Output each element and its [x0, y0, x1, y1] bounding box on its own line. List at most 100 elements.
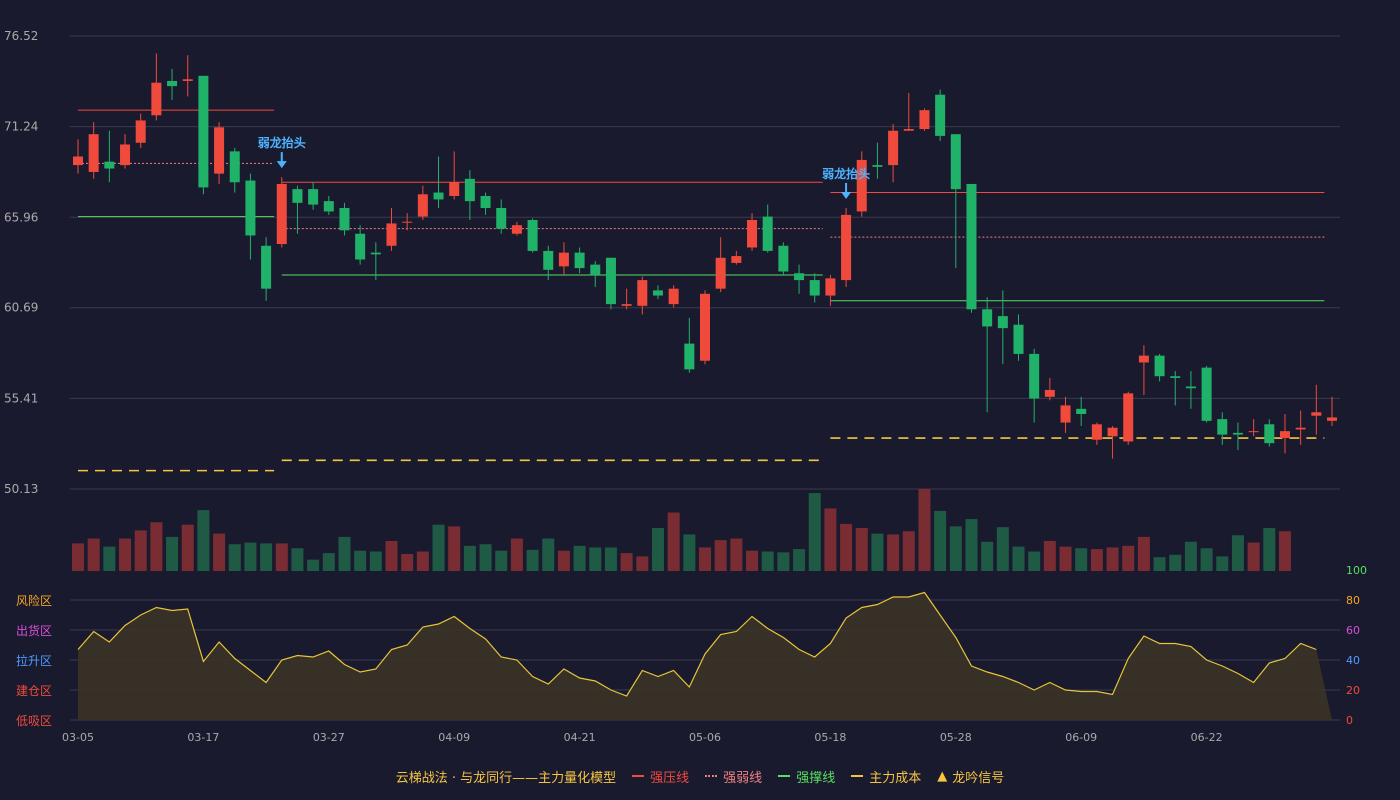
candle-body	[935, 94, 946, 136]
candle-body	[794, 273, 805, 281]
level-layer	[78, 109, 1325, 472]
volume-bar	[448, 526, 461, 571]
volume-bar	[479, 544, 492, 571]
candle-body	[480, 195, 491, 208]
oscillator-tick-label: 80	[1346, 594, 1360, 607]
legend-item-support[interactable]: 强撑线	[778, 767, 835, 786]
volume-bar	[683, 534, 696, 571]
date-tick-label: 04-21	[564, 731, 596, 744]
volume-bar	[636, 556, 649, 571]
volume-bar	[965, 519, 978, 571]
price-tick-label: 55.41	[4, 391, 38, 405]
volume-bar	[793, 549, 806, 571]
candle-body	[856, 159, 867, 212]
candle-body	[888, 130, 899, 166]
candle-body	[1295, 427, 1306, 430]
legend-label-support: 强撑线	[796, 770, 836, 786]
candle-body	[652, 290, 663, 296]
candle-body	[1327, 417, 1337, 421]
volume-bar	[1263, 527, 1276, 571]
candle-body	[1076, 408, 1087, 414]
price-tick-label: 50.13	[4, 482, 38, 496]
volume-bar	[1059, 546, 1072, 571]
volume-bar	[730, 538, 743, 571]
price-tick-label: 71.24	[4, 120, 38, 134]
candle-body	[1154, 355, 1165, 377]
volume-bar	[526, 549, 539, 571]
candle-body	[825, 278, 836, 296]
candle-body	[292, 189, 303, 203]
volume-bar	[119, 538, 132, 571]
candle-body	[731, 256, 742, 263]
candle-body	[198, 75, 209, 188]
candle-body	[73, 156, 83, 166]
candle-body	[339, 207, 350, 231]
candle-body	[950, 134, 961, 190]
candle-body	[747, 220, 758, 248]
oscillator-tick-label: 60	[1346, 624, 1360, 637]
candle-body	[355, 233, 366, 260]
volume-bar	[1169, 554, 1182, 571]
date-tick-label: 05-28	[940, 731, 972, 744]
date-tick-label: 03-27	[313, 731, 345, 744]
candle-body	[872, 165, 883, 167]
candle-body	[261, 245, 272, 289]
candle-body	[245, 180, 256, 236]
candle-body	[966, 183, 977, 310]
candle-body	[104, 161, 115, 169]
candle-body	[88, 134, 99, 172]
legend-item-signal[interactable]: ▲ 龙吟信号	[937, 767, 1004, 786]
date-tick-label: 06-22	[1191, 731, 1223, 744]
volume-bar	[1247, 542, 1260, 571]
volume-bar	[840, 523, 853, 571]
volume-bar	[416, 551, 429, 571]
price-tick-label: 65.96	[4, 210, 38, 224]
volume-bar	[510, 538, 523, 571]
date-tick-label: 04-09	[438, 731, 470, 744]
volume-bar	[824, 508, 837, 571]
volume-bar	[808, 493, 821, 571]
arrow-down-icon	[276, 161, 287, 169]
axis-layer: 76.52 71.24 65.96 60.69 55.41 50.13 100 80 60 40 2…	[4, 29, 1367, 744]
candle-body	[214, 127, 225, 174]
volume-bar	[103, 546, 116, 571]
legend-label-weak: 强弱线	[723, 770, 763, 786]
candle-body	[1185, 386, 1196, 389]
volume-bar	[887, 534, 900, 571]
candle-body	[496, 207, 507, 229]
price-tick-label: 60.69	[4, 301, 38, 315]
volume-bar	[228, 544, 241, 571]
volume-bar	[1137, 536, 1150, 571]
volume-bar	[902, 531, 915, 571]
legend-item-resistance[interactable]: 强压线	[632, 767, 689, 786]
candle-body	[1091, 424, 1102, 440]
candle-body	[558, 252, 569, 267]
legend-item-weak[interactable]: 强弱线	[705, 767, 762, 786]
volume-bar	[1231, 535, 1244, 571]
candle-body	[982, 309, 993, 327]
oscillator-layer	[77, 591, 1332, 720]
volume-bar	[1278, 531, 1291, 571]
candle-body	[605, 257, 616, 305]
oscillator-line	[77, 591, 1317, 697]
volume-bar	[291, 548, 304, 571]
candle-body	[135, 120, 146, 143]
candle-body	[1138, 355, 1149, 363]
candle-body	[308, 189, 319, 205]
candle-body	[1107, 427, 1118, 437]
candle-body	[590, 264, 601, 275]
volume-bar	[981, 541, 994, 571]
volume-bar	[463, 545, 476, 571]
volume-bar	[1216, 556, 1229, 571]
volume-bar	[1028, 551, 1041, 571]
legend-item-cost[interactable]: 主力成本	[851, 767, 921, 786]
volume-bar	[918, 489, 931, 571]
candle-body	[1013, 324, 1024, 354]
candle-body	[841, 214, 852, 281]
candle-body	[1311, 412, 1322, 416]
oscillator-tick-label: 20	[1346, 684, 1360, 697]
volume-bar	[761, 551, 774, 571]
volume-bar	[150, 522, 163, 571]
legend-swatch-weak	[705, 775, 718, 777]
